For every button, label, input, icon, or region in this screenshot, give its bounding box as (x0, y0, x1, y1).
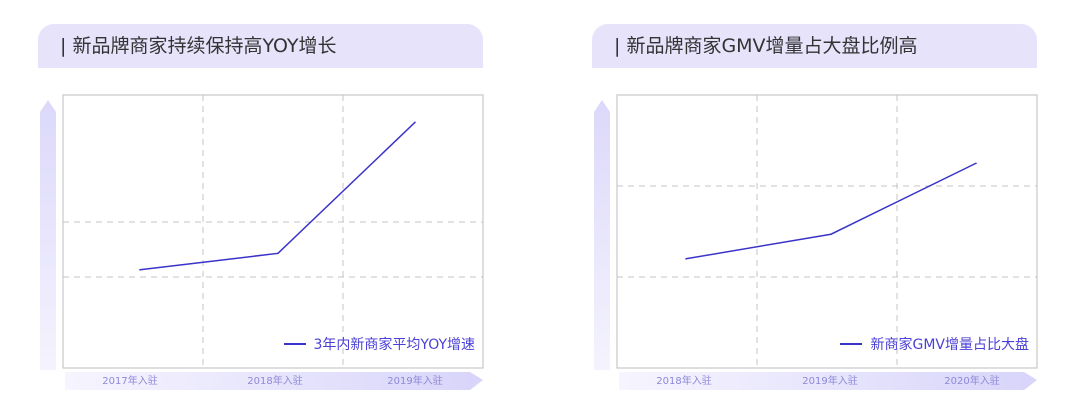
x-axis-arrow (65, 372, 483, 390)
x-tick-label: 2017年入驻 (102, 376, 158, 387)
legend-swatch (283, 343, 306, 345)
x-tick-label: 2019年入驻 (802, 376, 858, 387)
data-point (830, 233, 832, 236)
data-point (139, 268, 141, 271)
chart-panel-gmv: | 新品牌商家GMV增量占大盘比例高 新商家GMV增量占比大盘 2018年入驻 … (584, 0, 1044, 407)
chart-panel-yoy: | 新品牌商家持续保持高YOY增长 3年内新商家平均YOY增速 2017年入驻 … (30, 0, 490, 407)
chart-svg (594, 94, 1038, 390)
x-tick-label: 2018年入驻 (656, 376, 712, 387)
data-point (277, 252, 279, 255)
plot-area (616, 94, 1038, 369)
chart-svg (40, 94, 484, 390)
plot-area (62, 94, 484, 369)
chart-title: | 新品牌商家持续保持高YOY增长 (38, 24, 483, 68)
legend: 3年内新商家平均YOY增速 (283, 334, 476, 354)
legend-label: 新商家GMV增量占比大盘 (870, 337, 1029, 353)
x-axis-arrow (619, 372, 1037, 390)
legend: 新商家GMV增量占比大盘 (840, 334, 1029, 354)
x-tick-label: 2020年入驻 (944, 376, 1000, 387)
y-axis-arrow (594, 100, 610, 370)
data-point (975, 162, 977, 165)
chart-title: | 新品牌商家GMV增量占大盘比例高 (592, 24, 1037, 68)
data-point (414, 121, 416, 124)
x-tick-label: 2018年入驻 (247, 376, 303, 387)
legend-swatch (840, 343, 863, 345)
x-tick-label: 2019年入驻 (387, 376, 443, 387)
legend-label: 3年内新商家平均YOY增速 (313, 337, 476, 353)
y-axis-arrow (40, 100, 56, 370)
data-point (685, 258, 687, 260)
